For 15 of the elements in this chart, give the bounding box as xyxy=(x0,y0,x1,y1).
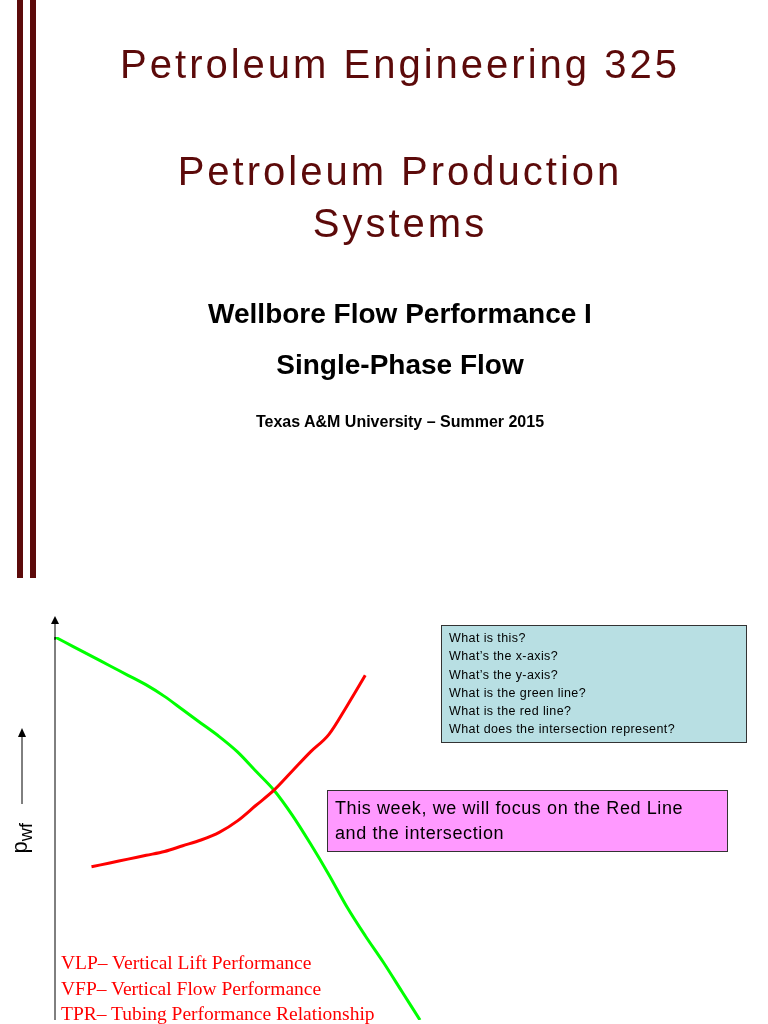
text: Single-Phase Flow xyxy=(275,349,525,381)
chart-title: Petroleum Engineering 325 xyxy=(119,42,681,87)
text: Texas A&M University – Summer 2015 xyxy=(254,413,546,431)
annotation: TPR– Tubing Performance Relationship xyxy=(61,1002,375,1024)
text: What is the red line? xyxy=(449,703,573,721)
text: What’s the x-axis? xyxy=(449,648,560,666)
text: What’s the y-axis? xyxy=(449,666,560,684)
annotation: VFP– Vertical Flow Performance xyxy=(61,976,323,1001)
text: What is the green line? xyxy=(449,684,588,702)
text: What does the intersection represent? xyxy=(449,721,677,739)
annotation: VLP– Vertical Lift Performance xyxy=(61,951,313,975)
chart-subtitle: Petroleum Production Systems xyxy=(176,148,624,247)
text: What is this? xyxy=(449,630,527,647)
annotation: This week, we will focus on the Red Line and the intersection xyxy=(327,790,728,852)
text: Wellbore Flow Performance I xyxy=(207,298,593,330)
